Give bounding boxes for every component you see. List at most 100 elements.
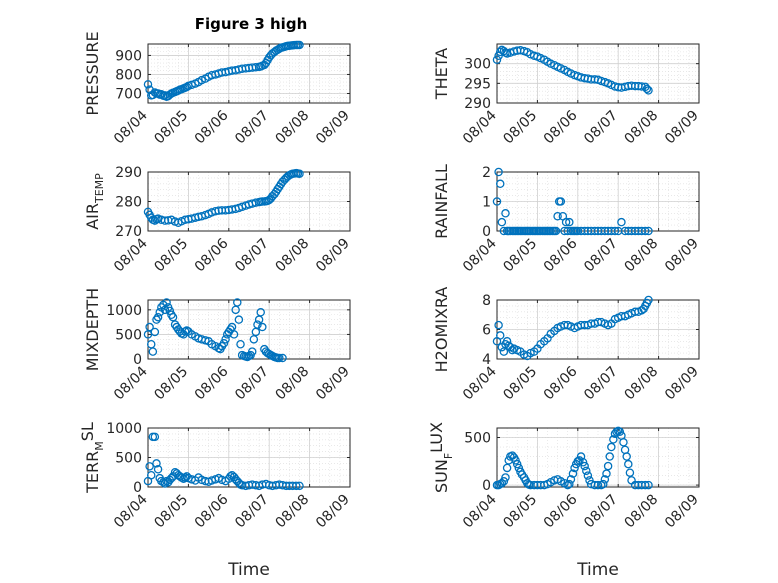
x-tick-label: 08/06 [192,235,232,275]
y-axis-label: AIRTEMP [83,173,106,230]
data-point [275,353,284,363]
data-point [249,335,259,344]
subplot-3: 270 280 290 08/04 08/05 08/06 08/07 08/08 08/09 A… [83,165,353,275]
x-tick-label: 08/09 [313,108,353,148]
x-tick-label: 08/05 [151,364,191,404]
data-point [590,480,600,490]
y-axis-label-main: AIR [83,203,102,230]
data-point [219,339,229,348]
data-point [234,315,244,324]
data-point [256,308,265,317]
data-point [512,459,522,469]
data-point [641,480,650,490]
y-axis-label: SUNFLUX [427,422,455,493]
data-point [599,479,608,489]
x-tick-label: 08/05 [151,236,191,276]
y-tick-label: 700 [115,86,142,102]
data-markers [143,40,304,101]
data-point [201,476,210,486]
x-tick-label: 08/07 [232,364,272,404]
data-point [211,206,220,216]
data-point [150,432,160,442]
subplot-1: 700 800 900 08/04 08/05 08/06 08/07 08/08 08/09 P… [83,31,353,147]
x-tick-label: 08/04 [111,363,151,403]
x-tick-label: 08/08 [622,492,662,532]
data-point [644,295,653,305]
data-point [593,480,603,490]
data-point [295,169,304,179]
data-point [630,81,640,91]
y-tick-label: 290 [115,165,142,181]
subplot-8: 0 500 08/04 08/05 08/06 08/07 08/08 08/09 SUNFLU… [427,422,702,580]
y-tick-label: 270 [115,224,142,240]
data-point [221,206,230,215]
x-tick-label: 08/09 [313,492,353,532]
y-axis-label-main: THETA [432,48,451,100]
y-axis-label-subscript: M [93,441,106,451]
y-tick-label: 6 [482,323,491,339]
data-point [150,327,160,337]
data-point [153,312,163,322]
data-point [148,347,158,356]
y-tick-label: 8 [482,293,491,309]
data-point [162,298,171,307]
x-tick-label: 08/04 [460,107,500,147]
x-tick-label: 08/08 [273,492,313,532]
data-point [568,469,578,478]
data-point [160,216,170,225]
data-markers [143,432,304,491]
x-tick-label: 08/05 [151,492,191,532]
data-point [153,465,163,474]
x-tick-label: 08/07 [581,236,621,276]
data-point [644,86,653,95]
data-point [143,80,153,89]
y-axis-label-superscript: SL [78,422,97,441]
y-tick-label: 500 [115,451,142,467]
x-tick-label: 08/07 [232,108,272,148]
x-tick-label: 08/06 [192,363,232,403]
data-point [622,452,631,461]
data-markers [492,426,653,490]
data-point [642,84,652,94]
data-point [619,438,628,447]
y-tick-label: 290 [464,96,491,112]
data-point [499,226,509,236]
data-point [625,468,635,477]
x-tick-label: 08/04 [460,235,500,275]
data-point [152,459,161,468]
y-tick-label: 500 [115,327,142,343]
y-tick-label: 800 [115,67,142,83]
y-tick-label: 0 [482,478,491,494]
data-point [583,471,593,480]
data-point [187,80,196,90]
data-point [644,226,653,236]
y-axis-label: PRESSURE [83,31,102,115]
data-point [502,463,512,473]
data-point [501,473,510,482]
x-tick-label: 08/06 [192,107,232,147]
data-point [278,353,287,363]
x-tick-label: 08/07 [581,364,621,404]
data-point [585,476,594,485]
data-point [580,461,589,471]
data-point [182,82,192,92]
subplot-5: 0 500 1000 08/04 08/05 08/06 08/07 08/08 08/09 MI… [83,288,353,404]
data-point [590,226,600,236]
x-tick-label: 08/09 [313,364,353,404]
data-markers [143,298,287,363]
y-axis-label: TERRMSL [78,422,106,494]
x-axis-label: Time [227,560,270,580]
data-point [624,459,633,469]
y-tick-label: 4 [482,352,491,368]
data-point [145,322,154,332]
y-tick-label: 1000 [106,421,142,437]
data-point [494,320,503,330]
data-point [492,55,502,64]
y-axis-label-main: H2OMIXRA [432,287,451,373]
y-axis-label: THETA [432,48,451,100]
x-tick-label: 08/08 [622,236,662,276]
data-point [495,179,505,189]
x-tick-label: 08/06 [541,235,581,275]
x-tick-label: 08/04 [460,491,500,531]
